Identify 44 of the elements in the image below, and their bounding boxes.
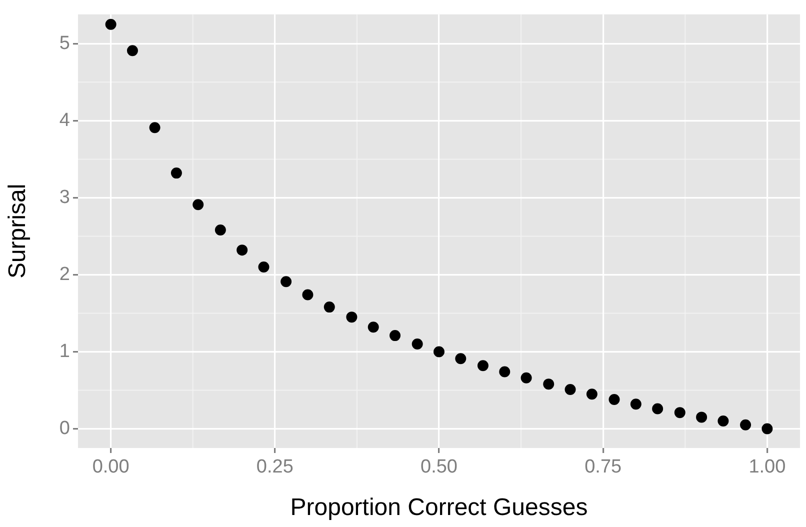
point (412, 338, 423, 350)
y-tick-label: 0 (59, 418, 70, 439)
point (762, 423, 773, 434)
point (696, 412, 708, 423)
point (324, 302, 335, 313)
point (608, 394, 620, 405)
x-tick-label: 0.25 (256, 456, 294, 478)
x-tick-label: 0.00 (92, 456, 130, 478)
y-tick-label: 3 (59, 186, 70, 208)
point (258, 262, 270, 273)
y-tick-label: 2 (59, 264, 70, 285)
point (126, 45, 138, 56)
y-tick-label: 1 (59, 340, 70, 362)
point (477, 360, 488, 372)
point (346, 312, 358, 323)
point (674, 407, 686, 418)
x-tick-label: 0.75 (584, 456, 622, 478)
point (740, 419, 752, 430)
point (718, 416, 729, 427)
point (368, 322, 379, 333)
point (390, 330, 401, 342)
y-tick-label: 5 (59, 32, 70, 54)
point (280, 276, 292, 288)
point (520, 372, 532, 384)
point (630, 398, 642, 410)
point (499, 366, 510, 378)
x-tick-label: 0.50 (420, 456, 458, 478)
point (455, 353, 466, 364)
x-axis-title: Proportion Correct Guesses (290, 494, 588, 522)
y-tick-label: 4 (59, 110, 70, 131)
point (192, 199, 204, 210)
y-axis-title: Surprisal (4, 184, 32, 279)
point (434, 346, 444, 358)
point (149, 122, 160, 134)
point (236, 244, 248, 256)
point (170, 168, 182, 179)
point (302, 289, 314, 300)
point (652, 403, 664, 414)
point (564, 384, 576, 395)
point (586, 388, 598, 400)
point (543, 378, 554, 390)
point (105, 18, 116, 30)
x-tick-label: 1.00 (748, 456, 786, 478)
point (214, 224, 226, 236)
